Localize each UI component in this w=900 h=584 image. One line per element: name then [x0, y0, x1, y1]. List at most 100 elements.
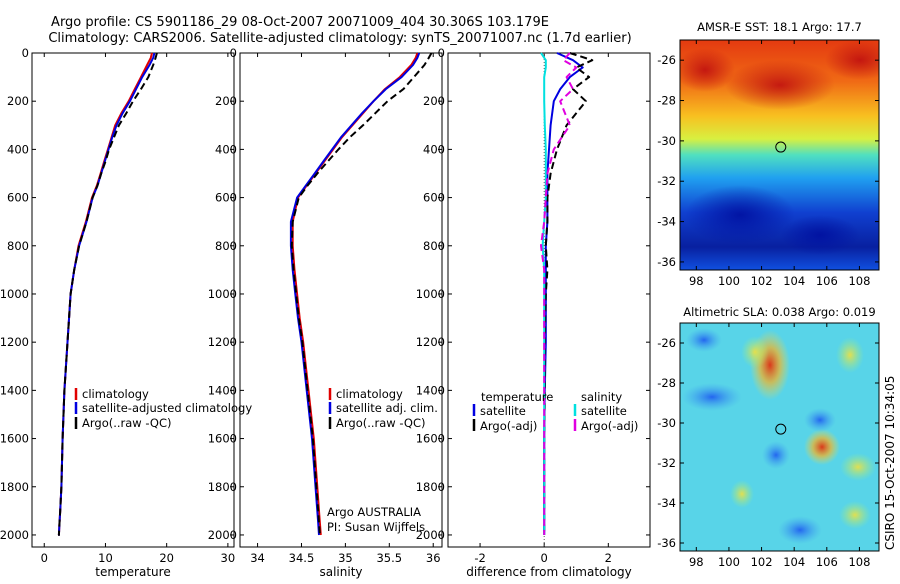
x-tick-label: 34.5: [289, 551, 315, 565]
x-tick-label: 35.5: [376, 551, 402, 565]
legend-label: satellite-adjusted climatology: [82, 401, 252, 415]
figure-title-line2: Climatology: CARS2006. Satellite-adjuste…: [48, 31, 631, 46]
y-tick-label: -32: [657, 456, 676, 470]
series-line-argo-raw-qc-: [290, 52, 433, 536]
y-tick-label: 600: [423, 191, 445, 205]
legend-label: satellite adj. clim.: [336, 401, 438, 415]
legend-label: climatology: [82, 387, 149, 401]
x-tick-label: 98: [689, 555, 704, 569]
map-title: AMSR-E SST: 18.1 Argo: 17.7: [697, 20, 862, 34]
y-tick-label: 600: [215, 191, 237, 205]
x-tick-label: 36: [426, 551, 441, 565]
x-tick-label: 10: [98, 551, 113, 565]
side-timestamp-label: CSIRO 15-Oct-2007 10:34:05: [883, 376, 897, 550]
y-tick-label: 800: [7, 239, 29, 253]
x-tick-label: 108: [848, 555, 870, 569]
series-line-satellite-adj-clim-: [289, 52, 421, 536]
y-tick-label: 2000: [0, 528, 29, 542]
x-tick-label: 35: [338, 551, 353, 565]
plot-frame: [239, 52, 443, 548]
y-tick-label: -34: [657, 496, 676, 510]
y-tick-label: 1800: [0, 480, 29, 494]
sla-map-panel: Altimetric SLA: 0.038 Argo: 0.019 -26 -28 -…: [657, 305, 880, 569]
x-tick-label: 0: [541, 551, 548, 565]
y-tick-label: 800: [423, 239, 445, 253]
y-tick-label: -26: [657, 53, 676, 67]
legend-label: climatology: [336, 387, 403, 401]
y-tick-label: -36: [657, 255, 676, 269]
y-tick-label: -28: [657, 94, 676, 108]
legend-heading: salinity: [581, 390, 622, 404]
figure-title-line1: Argo profile: CS 5901186_29 08-Oct-2007 …: [51, 15, 549, 30]
difference-panel: 0 200 400 600 800 1000 1200 1400 1600 1800 2000 -2 0…: [416, 46, 651, 579]
plot-frame: [447, 52, 651, 548]
x-tick-label: 104: [783, 274, 805, 288]
x-tick-label: 106: [816, 555, 838, 569]
legend-label: satellite: [480, 404, 526, 418]
y-tick-label: 400: [423, 142, 445, 156]
x-axis-label: temperature: [95, 565, 170, 579]
x-tick-label: 30: [221, 551, 236, 565]
x-axis-label: salinity: [319, 565, 362, 579]
x-tick-label: 98: [689, 274, 704, 288]
map-title: Altimetric SLA: 0.038 Argo: 0.019: [683, 305, 875, 319]
x-tick-label: 108: [848, 274, 870, 288]
float-location-marker: [775, 141, 787, 153]
y-tick-label: -30: [657, 134, 676, 148]
y-tick-label: 200: [215, 94, 237, 108]
legend-label: Argo(..raw -QC): [82, 416, 172, 430]
y-tick-label: 200: [7, 94, 29, 108]
y-tick-label: 1600: [416, 432, 445, 446]
x-tick-label: -2: [474, 551, 485, 565]
y-tick-label: 1800: [208, 480, 237, 494]
y-tick-label: -30: [657, 416, 676, 430]
x-tick-label: 100: [718, 555, 740, 569]
series-line-climatology: [291, 52, 419, 536]
annotation-line: Argo AUSTRALIA: [327, 505, 421, 519]
y-tick-label: 1600: [208, 432, 237, 446]
legend-label: satellite: [581, 404, 627, 418]
float-location-marker: [775, 423, 787, 435]
y-tick-label: 400: [7, 142, 29, 156]
y-tick-label: 1800: [416, 480, 445, 494]
sst-map-image: [680, 40, 879, 270]
y-tick-label: 200: [423, 94, 445, 108]
series-line-satellite-adjusted-climatology: [57, 52, 156, 536]
y-tick-label: 1400: [416, 383, 445, 397]
y-tick-label: 1200: [0, 335, 29, 349]
y-tick-label: 1400: [0, 383, 29, 397]
x-tick-label: 0: [41, 551, 48, 565]
y-tick-label: 1600: [0, 432, 29, 446]
annotation-line: PI: Susan Wijffels: [327, 520, 425, 534]
plot-frame: [31, 52, 235, 548]
series-line-argo-raw-qc-: [57, 52, 158, 536]
legend-label: Argo(-adj): [581, 419, 638, 433]
x-tick-label: 102: [751, 555, 773, 569]
y-tick-label: 2000: [208, 528, 237, 542]
y-tick-label: 0: [22, 46, 29, 60]
legend-heading: temperature: [481, 390, 553, 404]
x-tick-label: 102: [751, 274, 773, 288]
y-tick-label: -36: [657, 536, 676, 550]
y-tick-label: -28: [657, 376, 676, 390]
sla-map-image: [680, 323, 879, 551]
y-tick-label: 0: [230, 46, 237, 60]
x-tick-label: 34: [250, 551, 265, 565]
series-line-salinity-argo-adj-: [540, 52, 578, 535]
x-tick-label: 2: [605, 551, 612, 565]
y-tick-label: 800: [215, 239, 237, 253]
y-tick-label: 400: [215, 142, 237, 156]
y-tick-label: 600: [7, 191, 29, 205]
y-tick-label: 2000: [416, 528, 445, 542]
y-tick-label: 1200: [416, 335, 445, 349]
x-tick-label: 106: [816, 274, 838, 288]
y-tick-label: -34: [657, 215, 676, 229]
series-line-climatology: [57, 52, 153, 536]
y-tick-label: 1400: [208, 383, 237, 397]
y-tick-label: -32: [657, 174, 676, 188]
x-tick-label: 20: [159, 551, 174, 565]
y-tick-label: 1000: [0, 287, 29, 301]
